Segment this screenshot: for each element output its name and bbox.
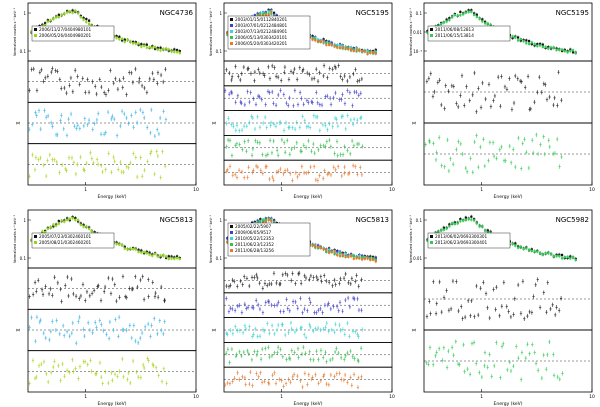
y-tick-label: 1 bbox=[23, 11, 26, 16]
legend-swatch bbox=[34, 241, 37, 244]
x-tick-label: 10 bbox=[389, 187, 395, 193]
residual-ylabel: χ bbox=[15, 121, 21, 124]
legend-box bbox=[427, 25, 511, 42]
panel-title: NGC5813 bbox=[160, 216, 193, 224]
legend-box bbox=[227, 15, 311, 50]
y-tick-label: 10⁻³ bbox=[413, 49, 422, 54]
panel-title: NGC5982 bbox=[556, 216, 589, 224]
legend-swatch bbox=[230, 18, 233, 21]
legend-entry: 2013/06/23/0693300401 bbox=[435, 240, 488, 245]
residual-ylabel: χ bbox=[211, 121, 217, 124]
x-tick-label: 1 bbox=[280, 394, 283, 400]
chart-panel: NGC4736 Normalized counts s⁻¹ keV⁻¹ 0.1 1 20… bbox=[13, 2, 199, 200]
x-axis-label: Energy (keV) bbox=[98, 401, 127, 407]
legend-swatch bbox=[230, 231, 233, 234]
legend-swatch bbox=[34, 34, 37, 37]
legend-entry: 2003/07/01/0212484801 bbox=[235, 23, 288, 28]
legend-entry: 2005/07/23/0302460101 bbox=[39, 234, 92, 239]
chart-panel: NGC5195 Normalized counts s⁻¹ keV⁻¹ 10⁻³ 0.… bbox=[409, 2, 595, 200]
x-axis-label: Energy (keV) bbox=[494, 401, 523, 407]
chart-panel: NGC5813 Normalized counts s⁻¹ keV⁻¹ 0.1 1 20… bbox=[209, 209, 395, 407]
legend-entry: 2013/06/02/0693300301 bbox=[435, 234, 488, 239]
legend-swatch bbox=[34, 28, 37, 31]
legend-entry: 2010/05/22/12353 bbox=[235, 236, 274, 241]
residual-ylabel: χ bbox=[411, 121, 417, 124]
legend-swatch bbox=[230, 249, 233, 252]
legend-entry: 2006/05/26/0404980201 bbox=[39, 33, 92, 38]
legend-box bbox=[227, 222, 311, 257]
residual-ylabel: χ bbox=[211, 328, 217, 331]
legend-entry: 2005/08/21/0302460201 bbox=[39, 240, 92, 245]
chart-panel: NGC5195 Normalized counts s⁻¹ keV⁻¹ 0.1 1 20… bbox=[209, 2, 395, 200]
legend-swatch bbox=[230, 42, 233, 45]
spectrum-ylabel: Normalized counts s⁻¹ keV⁻¹ bbox=[409, 214, 413, 263]
legend-swatch bbox=[230, 243, 233, 246]
legend-swatch bbox=[230, 237, 233, 240]
y-tick-label: 0.1 bbox=[416, 218, 423, 223]
legend-entry: 2003/07/13/0212484901 bbox=[235, 29, 288, 34]
x-tick-label: 10 bbox=[589, 187, 595, 193]
panel-title: NGC5195 bbox=[556, 9, 589, 17]
legend-swatch bbox=[230, 24, 233, 27]
y-tick-label: 0.1 bbox=[216, 256, 223, 261]
legend-box bbox=[427, 232, 511, 249]
x-tick-label: 10 bbox=[389, 394, 395, 400]
panel-title: NGC4736 bbox=[160, 9, 194, 17]
y-tick-label: 0.1 bbox=[216, 49, 223, 54]
chart-panel: NGC5813 Normalized counts s⁻¹ keV⁻¹ 0.1 1 20… bbox=[13, 209, 199, 407]
legend-entry: 2011/06/23/12352 bbox=[235, 242, 274, 247]
spectrum-ylabel: Normalized counts s⁻¹ keV⁻¹ bbox=[409, 7, 413, 56]
legend-entry: 2005/02/22/5907 bbox=[235, 224, 272, 229]
legend-entry: 2011/06/08/12813 bbox=[435, 27, 474, 32]
legend-entry: 2009/06/05/9517 bbox=[235, 230, 272, 235]
spectrum-ylabel: Normalized counts s⁻¹ keV⁻¹ bbox=[209, 214, 213, 263]
x-axis-label: Energy (keV) bbox=[98, 194, 127, 200]
y-tick-label: 1 bbox=[219, 218, 222, 223]
x-axis-label: Energy (keV) bbox=[494, 194, 523, 200]
y-tick-label: 1 bbox=[219, 11, 222, 16]
y-tick-label: 0.1 bbox=[416, 11, 423, 16]
legend-box bbox=[31, 25, 115, 42]
panel-title: NGC5195 bbox=[356, 9, 389, 17]
y-tick-label: 0.1 bbox=[20, 49, 27, 54]
x-tick-label: 10 bbox=[193, 187, 199, 193]
legend-entry: 2011/06/28/13256 bbox=[235, 248, 274, 253]
legend-entry: 2011/06/15/13814 bbox=[435, 33, 474, 38]
x-tick-label: 10 bbox=[193, 394, 199, 400]
legend-swatch bbox=[34, 235, 37, 238]
x-tick-label: 1 bbox=[480, 187, 483, 193]
residual-ylabel: χ bbox=[411, 328, 417, 331]
legend-swatch bbox=[430, 34, 433, 37]
legend-entry: 2003/01/15/0112840201 bbox=[235, 17, 288, 22]
spectrum-ylabel: Normalized counts s⁻¹ keV⁻¹ bbox=[209, 7, 213, 56]
x-tick-label: 1 bbox=[84, 394, 87, 400]
panel-title: NGC5813 bbox=[356, 216, 389, 224]
spectrum-ylabel: Normalized counts s⁻¹ keV⁻¹ bbox=[13, 214, 17, 263]
chart-panel: NGC5982 Normalized counts s⁻¹ keV⁻¹ 0.01 0.… bbox=[409, 209, 595, 407]
legend-box bbox=[31, 232, 115, 249]
x-tick-label: 1 bbox=[84, 187, 87, 193]
y-tick-label: 0.01 bbox=[413, 30, 422, 35]
legend-entry: 2006/11/27/0404980101 bbox=[39, 27, 92, 32]
legend-swatch bbox=[230, 30, 233, 33]
legend-swatch bbox=[230, 225, 233, 228]
x-axis-label: Energy (keV) bbox=[294, 401, 323, 407]
y-tick-label: 0.1 bbox=[20, 256, 27, 261]
legend-entry: 2006/05/13/0303420101 bbox=[235, 35, 288, 40]
legend-swatch bbox=[430, 235, 433, 238]
y-tick-label: 0.01 bbox=[413, 256, 422, 261]
spectrum-ylabel: Normalized counts s⁻¹ keV⁻¹ bbox=[13, 7, 17, 56]
residual-ylabel: χ bbox=[15, 328, 21, 331]
x-tick-label: 1 bbox=[280, 187, 283, 193]
y-tick-label: 1 bbox=[23, 218, 26, 223]
legend-swatch bbox=[430, 241, 433, 244]
legend-swatch bbox=[430, 28, 433, 31]
legend-entry: 2006/05/20/0303420201 bbox=[235, 41, 288, 46]
x-axis-label: Energy (keV) bbox=[294, 194, 323, 200]
legend-swatch bbox=[230, 36, 233, 39]
x-tick-label: 10 bbox=[589, 394, 595, 400]
x-tick-label: 1 bbox=[480, 394, 483, 400]
